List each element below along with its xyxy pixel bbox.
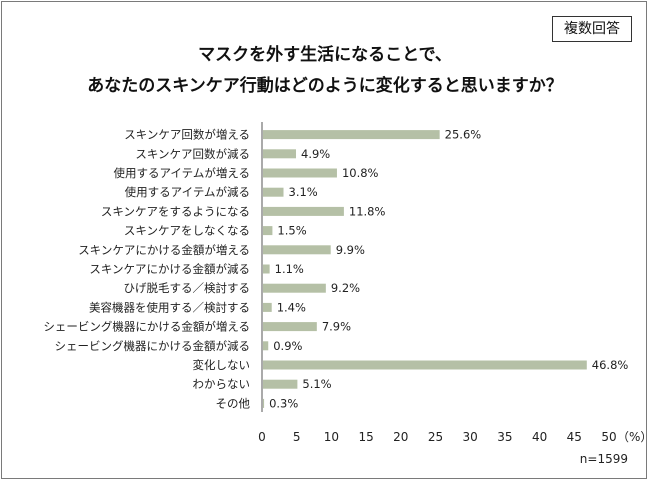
category-label: スキンケアにかける金額が増える [78,243,250,257]
sample-size-note: n=1599 [579,452,628,466]
chart-title-line-2: あなたのスキンケア行動はどのように変化すると思いますか？ [87,76,563,96]
category-label: スキンケアをしなくなる [124,224,250,238]
data-label: 1.5% [277,224,306,238]
data-label: 9.2% [331,281,360,295]
x-tick-label: 40 [532,430,547,444]
bar [263,302,272,312]
data-label: 9.9% [336,243,365,257]
category-label: その他 [216,396,251,410]
x-unit-label: （%） [617,430,650,444]
category-label: スキンケア回数が増える [124,128,250,142]
category-label: 使用するアイテムが減る [125,185,250,199]
category-label: シェービング機器にかける金額が増える [43,320,250,334]
category-label: 使用するアイテムが増える [113,166,250,180]
bar [263,398,265,408]
data-label: 11.8% [349,204,386,218]
category-label: 変化しない [193,358,251,372]
bar [263,245,331,255]
multiple-answer-badge: 複数回答 [552,16,632,42]
x-tick-label: 5 [293,430,301,444]
category-label: スキンケアにかける金額が減る [89,262,250,276]
x-tick-label: 45 [567,430,582,444]
data-label: 25.6% [445,128,482,142]
data-label: 3.1% [289,185,318,199]
category-label: シェービング機器にかける金額が減る [55,339,251,353]
x-tick-label: 0 [258,430,266,444]
bar [263,168,337,178]
bar [263,187,284,197]
category-label: スキンケアをするようになる [101,204,250,218]
data-label: 1.1% [275,262,304,276]
bar [263,379,298,389]
data-label: 10.8% [342,166,379,180]
data-label: 46.8% [592,358,629,372]
category-label: スキンケア回数が減る [135,147,250,161]
bar [263,360,587,370]
x-tick-label: 30 [463,430,478,444]
x-tick-label: 50 [601,430,616,444]
x-tick-label: 15 [358,430,373,444]
data-label: 0.3% [269,396,298,410]
x-tick-label: 25 [428,430,443,444]
bar [263,264,270,274]
category-label: ひげ脱毛する／検討する [124,281,251,295]
data-label: 4.9% [301,147,330,161]
x-tick-label: 10 [324,430,339,444]
bar [263,149,297,159]
x-tick-label: 35 [497,430,512,444]
bar [263,322,317,332]
bar [263,283,326,293]
bar [263,130,440,140]
data-label: 7.9% [322,320,351,334]
chart-title-line-1: マスクを外す生活になることで、 [198,45,452,65]
bar [263,226,273,236]
bar [263,341,269,351]
category-label: 美容機器を使用する／検討する [89,300,250,314]
data-label: 0.9% [273,339,302,353]
data-label: 5.1% [302,377,331,391]
bar [263,206,344,216]
category-label: わからない [193,377,251,391]
x-tick-label: 20 [393,430,408,444]
data-label: 1.4% [277,300,306,314]
